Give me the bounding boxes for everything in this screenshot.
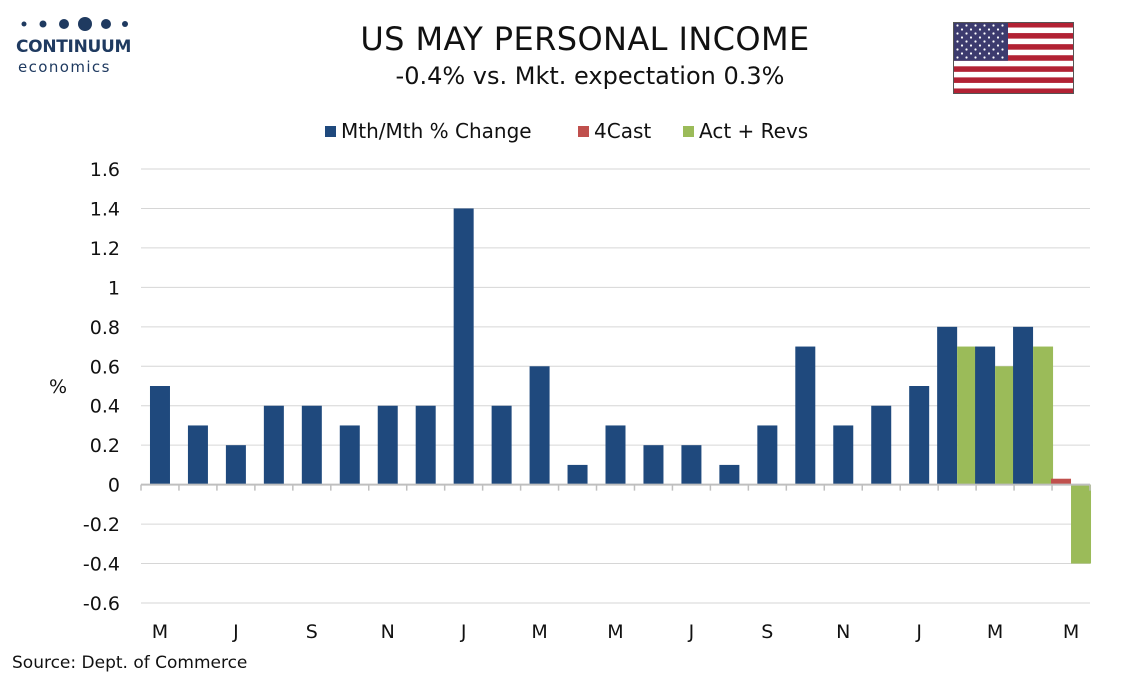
y-tick-label: 0.4 <box>90 396 120 418</box>
legend-label: 4Cast <box>594 119 651 143</box>
logo-subtitle: economics <box>18 58 111 76</box>
legend-label: Act + Revs <box>699 119 808 143</box>
bar-act-revs <box>957 346 978 485</box>
bar-mth-change <box>491 405 512 485</box>
bar-mth-change <box>757 425 778 485</box>
bar-mth-change <box>225 445 246 485</box>
bar-mth-change <box>377 405 398 485</box>
y-axis-label: % <box>49 376 67 398</box>
bar-mth-change <box>643 445 664 485</box>
y-tick-label: 0.8 <box>90 317 120 339</box>
bar-mth-change <box>871 405 892 485</box>
y-tick-label: -0.2 <box>83 514 120 536</box>
bar-mth-change <box>681 445 702 485</box>
bar-mth-change <box>187 425 208 485</box>
bar-mth-change <box>719 464 740 485</box>
y-tick-label: 1.4 <box>90 198 120 220</box>
legend-label: Mth/Mth % Change <box>341 119 532 143</box>
us-flag-icon <box>953 22 1074 94</box>
x-tick-label: M <box>531 621 547 643</box>
bar-mth-change <box>975 346 996 485</box>
bar-mth-change <box>567 464 588 485</box>
legend-swatch <box>683 126 694 137</box>
bar-mth-change <box>301 405 322 485</box>
source-note: Source: Dept. of Commerce <box>12 653 248 673</box>
x-tick-label: N <box>381 621 395 643</box>
x-tick-label: J <box>460 621 467 643</box>
y-tick-label: -0.4 <box>83 554 120 576</box>
bar-mth-change <box>1013 326 1034 485</box>
chart-subtitle: -0.4% vs. Mkt. expectation 0.3% <box>395 62 785 90</box>
legend-swatch <box>325 126 336 137</box>
continuum-logo: CONTINUUM economics <box>14 14 134 76</box>
x-tick-label: J <box>232 621 239 643</box>
y-tick-label: 0 <box>108 475 120 497</box>
x-tick-label: N <box>836 621 850 643</box>
bar-mth-change <box>795 346 816 485</box>
y-tick-label: 0.6 <box>90 356 120 378</box>
legend-swatch <box>578 126 589 137</box>
bar-mth-change <box>529 366 550 485</box>
y-tick-label: 1 <box>108 277 120 299</box>
bar-mth-change <box>833 425 854 485</box>
y-tick-label: -0.6 <box>83 593 120 615</box>
chart-title: US MAY PERSONAL INCOME <box>360 20 810 58</box>
y-tick-label: 1.2 <box>90 238 120 260</box>
bar-act-revs <box>1033 346 1054 485</box>
bar-mth-change <box>263 405 284 485</box>
x-tick-label: M <box>1063 621 1079 643</box>
x-tick-label: M <box>607 621 623 643</box>
x-tick-label: J <box>688 621 695 643</box>
x-tick-label: S <box>761 621 773 643</box>
bar-mth-change <box>909 386 930 485</box>
logo-name: CONTINUUM <box>16 37 132 57</box>
bar-mth-change <box>453 208 474 485</box>
x-tick-label: J <box>915 621 922 643</box>
y-tick-label: 0.2 <box>90 435 120 457</box>
x-tick-label: S <box>306 621 318 643</box>
x-tick-label: M <box>987 621 1003 643</box>
bar-mth-change <box>339 425 360 485</box>
bar-mth-change <box>605 425 626 485</box>
x-tick-label: M <box>152 621 168 643</box>
bar-act-revs <box>1071 484 1092 564</box>
bar-4cast <box>1051 478 1072 485</box>
bar-mth-change <box>149 386 170 485</box>
bar-act-revs <box>995 366 1016 485</box>
y-tick-label: 1.6 <box>90 159 120 181</box>
bar-mth-change <box>937 326 958 485</box>
bar-mth-change <box>415 405 436 485</box>
logo-dots-icon <box>21 17 128 31</box>
